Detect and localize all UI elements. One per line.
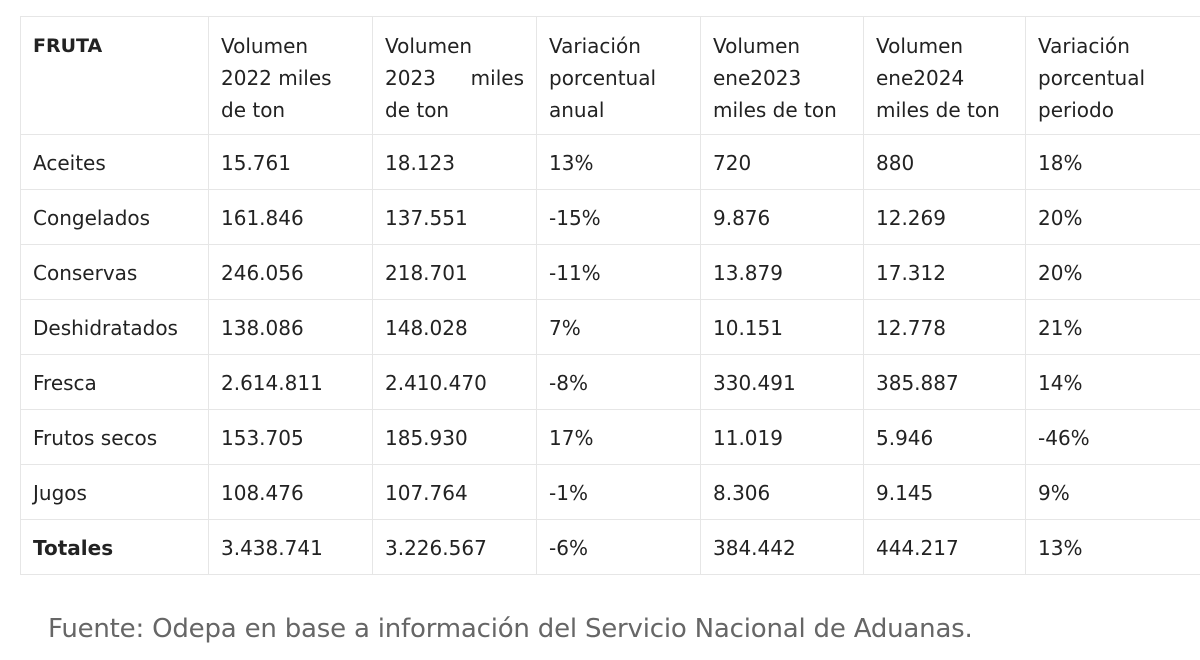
totals-row: Totales 3.438.741 3.226.567 -6% 384.442 444.2…	[20, 519, 1200, 575]
cell-volumen-2022: 161.846	[208, 189, 373, 245]
cell-variacion-periodo: 20%	[1025, 189, 1200, 245]
table-row: Deshidratados 138.086 148.028 7% 10.151 12.77…	[20, 299, 1200, 355]
cell-variacion-anual: 7%	[536, 299, 701, 355]
cell-volumen-2022: 2.614.811	[208, 354, 373, 410]
cell-variacion-periodo: 14%	[1025, 354, 1200, 410]
cell-fruta: Jugos	[20, 464, 209, 520]
cell-variacion-anual: -15%	[536, 189, 701, 245]
cell-volumen-ene2023: 10.151	[700, 299, 864, 355]
table-header: FRUTA Volumen 2022 miles de ton Volumen …	[20, 16, 1200, 135]
cell-variacion-periodo: 9%	[1025, 464, 1200, 520]
cell-variacion-anual: -8%	[536, 354, 701, 410]
cell-volumen-2022: 15.761	[208, 134, 373, 190]
cell-volumen-2022: 108.476	[208, 464, 373, 520]
cell-volumen-ene2023: 11.019	[700, 409, 864, 465]
cell-variacion-anual: -11%	[536, 244, 701, 300]
cell-volumen-ene2023: 384.442	[700, 519, 864, 575]
cell-variacion-anual: -6%	[536, 519, 701, 575]
fruit-export-table: FRUTA Volumen 2022 miles de ton Volumen …	[20, 16, 1200, 575]
cell-volumen-ene2024: 5.946	[863, 409, 1026, 465]
cell-volumen-2022: 3.438.741	[208, 519, 373, 575]
header-variacion-anual: Variación porcentual anual	[536, 16, 701, 135]
header-volumen-2022: Volumen 2022 miles de ton	[208, 16, 373, 135]
cell-volumen-2023: 218.701	[372, 244, 537, 300]
cell-variacion-periodo: 20%	[1025, 244, 1200, 300]
cell-volumen-ene2023: 720	[700, 134, 864, 190]
cell-variacion-periodo: 18%	[1025, 134, 1200, 190]
cell-volumen-ene2023: 13.879	[700, 244, 864, 300]
cell-variacion-periodo: 13%	[1025, 519, 1200, 575]
cell-variacion-periodo: 21%	[1025, 299, 1200, 355]
table-row: Frutos secos 153.705 185.930 17% 11.019 5.946…	[20, 409, 1200, 465]
cell-volumen-ene2024: 444.217	[863, 519, 1026, 575]
header-variacion-periodo: Variación porcentual periodo	[1025, 16, 1200, 135]
cell-variacion-anual: -1%	[536, 464, 701, 520]
cell-fruta: Aceites	[20, 134, 209, 190]
cell-volumen-ene2024: 12.269	[863, 189, 1026, 245]
table-container[interactable]: FRUTA Volumen 2022 miles de ton Volumen …	[20, 16, 1200, 575]
cell-fruta: Frutos secos	[20, 409, 209, 465]
cell-volumen-2023: 148.028	[372, 299, 537, 355]
header-volumen-2023: Volumen 2023 miles de ton	[372, 16, 537, 135]
cell-volumen-2022: 246.056	[208, 244, 373, 300]
cell-fruta: Deshidratados	[20, 299, 209, 355]
header-volumen-ene2023: Volumen ene2023 miles de ton	[700, 16, 864, 135]
cell-volumen-2023: 107.764	[372, 464, 537, 520]
cell-volumen-2023: 2.410.470	[372, 354, 537, 410]
cell-volumen-2022: 138.086	[208, 299, 373, 355]
cell-volumen-2023: 185.930	[372, 409, 537, 465]
table-row: Fresca 2.614.811 2.410.470 -8% 330.491 385.88…	[20, 354, 1200, 410]
cell-variacion-anual: 17%	[536, 409, 701, 465]
cell-volumen-ene2023: 9.876	[700, 189, 864, 245]
source-note: Fuente: Odepa en base a información del …	[48, 614, 973, 644]
cell-volumen-ene2024: 385.887	[863, 354, 1026, 410]
table-row: Jugos 108.476 107.764 -1% 8.306 9.145 9%	[20, 464, 1200, 520]
cell-fruta: Conservas	[20, 244, 209, 300]
cell-volumen-ene2024: 880	[863, 134, 1026, 190]
table-row: Aceites 15.761 18.123 13% 720 880 18%	[20, 134, 1200, 190]
cell-volumen-ene2024: 9.145	[863, 464, 1026, 520]
cell-volumen-ene2024: 17.312	[863, 244, 1026, 300]
cell-volumen-2023: 18.123	[372, 134, 537, 190]
cell-volumen-2022: 153.705	[208, 409, 373, 465]
cell-volumen-ene2024: 12.778	[863, 299, 1026, 355]
table-row: Congelados 161.846 137.551 -15% 9.876 12.269 2…	[20, 189, 1200, 245]
cell-volumen-ene2023: 330.491	[700, 354, 864, 410]
header-volumen-ene2024: Volumen ene2024 miles de ton	[863, 16, 1026, 135]
header-row: FRUTA Volumen 2022 miles de ton Volumen …	[20, 16, 1200, 135]
cell-fruta: Totales	[20, 519, 209, 575]
table-row: Conservas 246.056 218.701 -11% 13.879 17.312 2…	[20, 244, 1200, 300]
cell-variacion-anual: 13%	[536, 134, 701, 190]
cell-variacion-periodo: -46%	[1025, 409, 1200, 465]
table-body: Aceites 15.761 18.123 13% 720 880 18% Congelado…	[20, 134, 1200, 575]
cell-volumen-ene2023: 8.306	[700, 464, 864, 520]
header-fruta: FRUTA	[20, 16, 209, 135]
cell-volumen-2023: 137.551	[372, 189, 537, 245]
cell-fruta: Fresca	[20, 354, 209, 410]
cell-volumen-2023: 3.226.567	[372, 519, 537, 575]
cell-fruta: Congelados	[20, 189, 209, 245]
